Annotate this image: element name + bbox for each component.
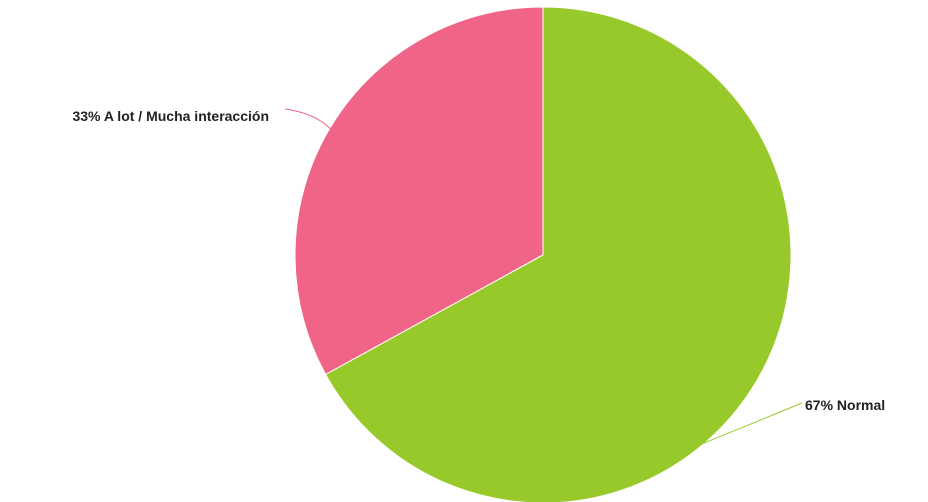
slice-label-normal: 67% Normal [805, 397, 885, 413]
pie-slices [294, 6, 792, 502]
slice-label-a-lot: 33% A lot / Mucha interacción [72, 108, 269, 124]
leader-lines [284, 108, 803, 501]
leader-line-0 [284, 108, 332, 131]
slice-labels: 33% A lot / Mucha interacción 67% Normal [72, 108, 885, 413]
pie-slice-1 [325, 6, 792, 502]
pie-slice-0 [294, 6, 544, 376]
leader-line-1 [561, 402, 803, 501]
